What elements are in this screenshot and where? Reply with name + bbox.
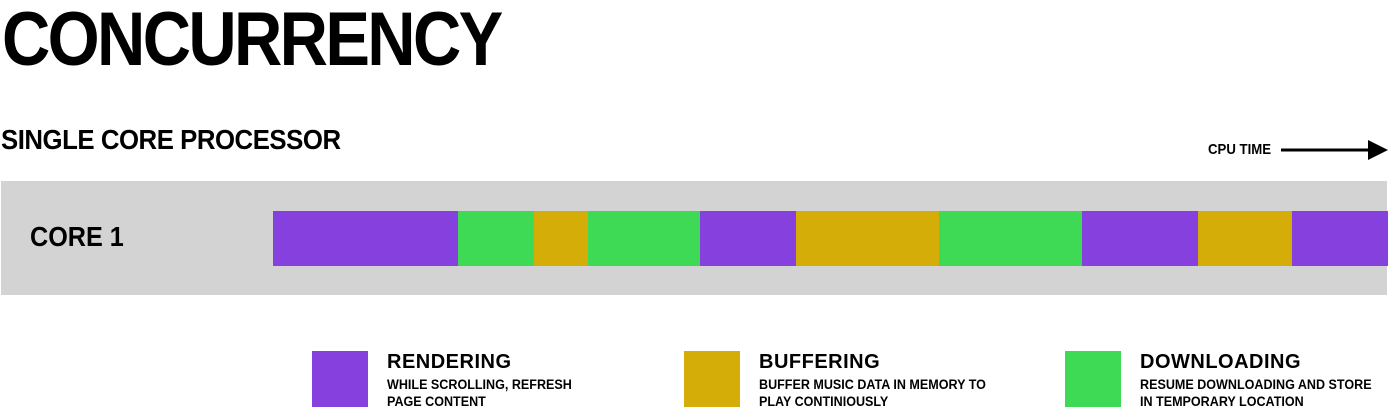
page-title: CONCURRENCY — [2, 0, 503, 82]
arrow-right-icon — [1281, 140, 1388, 160]
legend-description: RESUME DOWNLOADING AND STORE IN TEMPORAR… — [1140, 376, 1382, 410]
legend-desc-line: WHILE SCROLLING, REFRESH — [387, 377, 572, 392]
legend-desc-line: BUFFER MUSIC DATA IN MEMORY TO — [759, 377, 986, 392]
legend-title: RENDERING — [387, 351, 512, 373]
legend-description: BUFFER MUSIC DATA IN MEMORY TO PLAY CONT… — [759, 376, 1001, 410]
legend-title: BUFFERING — [759, 351, 881, 373]
legend-desc-line: PLAY CONTINIOUSLY — [759, 394, 889, 409]
legend-swatch-downloading — [1065, 351, 1121, 407]
legend-title: DOWNLOADING — [1140, 351, 1302, 373]
legend-desc-line: IN TEMPORARY LOCATION — [1140, 394, 1304, 409]
cpu-time-label: CPU TIME — [1208, 141, 1272, 158]
diagram-subtitle: SINGLE CORE PROCESSOR — [1, 124, 341, 155]
legend-swatch-buffering — [684, 351, 740, 407]
legend-desc-line: PAGE CONTENT — [387, 394, 486, 409]
core-label: CORE 1 — [30, 221, 124, 252]
legend-desc-line: RESUME DOWNLOADING AND STORE — [1140, 377, 1372, 392]
core-band — [1, 181, 1387, 295]
legend-swatch-rendering — [312, 351, 368, 407]
legend-description: WHILE SCROLLING, REFRESH PAGE CONTENT — [387, 376, 629, 410]
